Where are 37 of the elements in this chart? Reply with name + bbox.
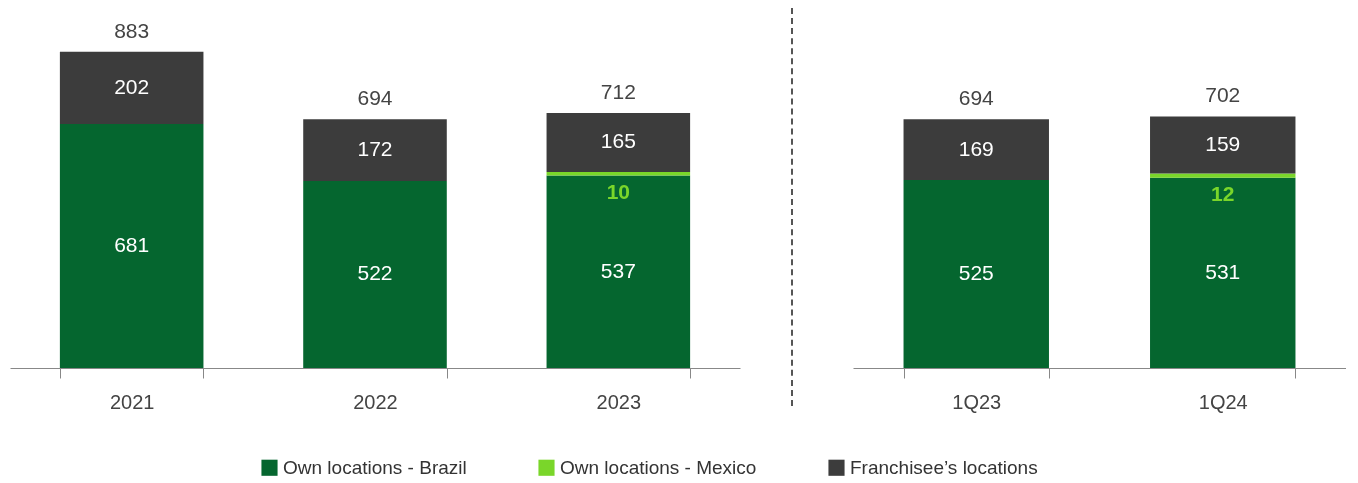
data-label: 531 <box>1205 259 1241 283</box>
data-label: 681 <box>114 233 150 256</box>
total-label: 694 <box>357 86 393 110</box>
bar <box>903 179 1049 368</box>
data-label: 165 <box>600 129 636 153</box>
total-label: 712 <box>600 79 636 103</box>
data-label: 169 <box>958 136 994 160</box>
x-tick-label: 1Q24 <box>1198 390 1248 413</box>
legend-label: Franchisee’s locations <box>850 456 1038 478</box>
x-tick-label: 1Q23 <box>952 390 1002 413</box>
total-label: 883 <box>114 18 150 42</box>
total-label: 694 <box>958 86 995 110</box>
bar <box>1150 173 1296 178</box>
data-label: 172 <box>357 137 393 161</box>
bar <box>546 172 691 176</box>
data-label: 537 <box>600 258 636 282</box>
data-label: 159 <box>1205 131 1241 155</box>
legend-label: Own locations - Mexico <box>560 456 757 478</box>
bar <box>1150 116 1296 174</box>
data-label: 12 <box>1211 181 1235 205</box>
bar <box>546 112 691 173</box>
x-tick-label: 2021 <box>109 390 155 413</box>
bar <box>1150 177 1296 368</box>
bar <box>303 119 447 181</box>
bar <box>546 175 691 368</box>
bar <box>903 119 1049 180</box>
legend-label: Own locations - Brazil <box>283 456 467 478</box>
data-label: 202 <box>114 74 150 98</box>
x-tick-label: 2023 <box>596 390 642 413</box>
total-label: 702 <box>1205 83 1241 107</box>
data-label: 525 <box>958 260 994 284</box>
bar <box>303 180 447 368</box>
bar <box>59 124 204 368</box>
bar <box>59 51 204 125</box>
data-label: 522 <box>357 261 393 285</box>
x-tick-label: 2022 <box>353 390 398 413</box>
data-label: 10 <box>606 179 631 203</box>
